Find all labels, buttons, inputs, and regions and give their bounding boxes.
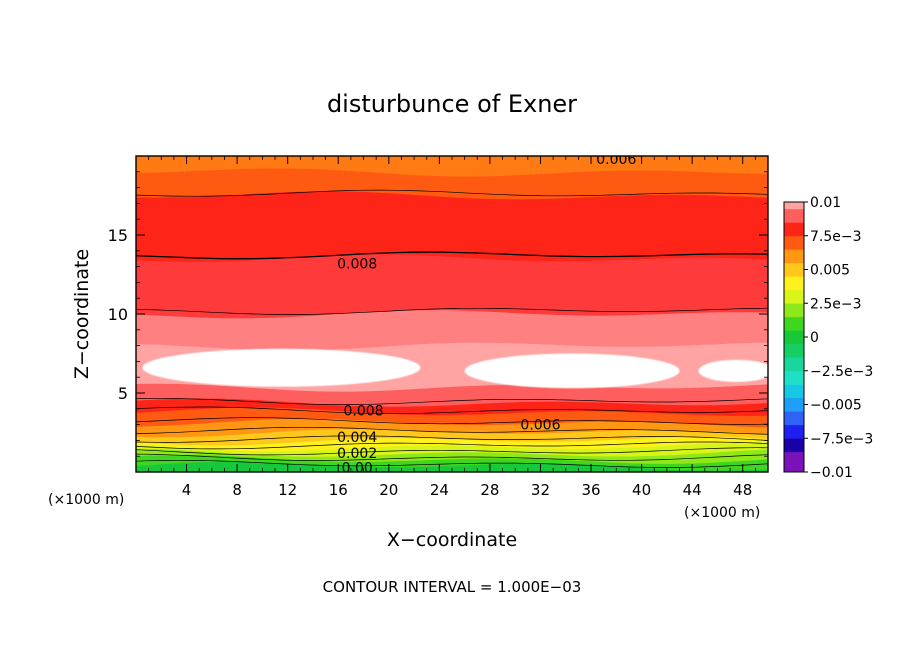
x-unit-right: (×1000 m) xyxy=(684,505,760,521)
contour-line xyxy=(136,435,768,443)
colorbar-swatch xyxy=(784,357,804,372)
colorbar-tick-label: −0.005 xyxy=(810,398,862,414)
colorbar: 0.01 7.5e−3 0.005 2.5e−3 0 −2.5e−3 −0.005 −7.5e… xyxy=(783,195,873,481)
x-axis-label: X−coordinate xyxy=(387,529,517,551)
y-tick-label: 15 xyxy=(108,226,128,245)
colorbar-ticks: 0.01 7.5e−3 0.005 2.5e−3 0 −2.5e−3 −0.005 −7.5e… xyxy=(804,195,873,481)
contour-label: 0.002 xyxy=(337,446,377,462)
colorbar-tick-label: −2.5e−3 xyxy=(810,364,873,380)
colorbar-swatch xyxy=(784,397,804,412)
colorbar-tick-label: −0.01 xyxy=(810,465,853,481)
colorbar-swatch xyxy=(784,384,804,399)
contour-label: 0.006 xyxy=(520,418,560,434)
contour-lines xyxy=(136,189,768,468)
chart-title: disturbunce of Exner xyxy=(327,90,577,118)
contour-label: 0.008 xyxy=(343,403,383,419)
contour-line xyxy=(136,447,768,456)
field-band xyxy=(136,190,768,262)
white-region xyxy=(142,348,421,387)
colorbar-swatch xyxy=(784,222,804,237)
colorbar-swatch xyxy=(784,208,804,223)
contour-label: 0.006 xyxy=(596,152,636,168)
contour-line xyxy=(136,251,768,260)
contour-line xyxy=(136,459,768,468)
colorbar-tick-label: −7.5e−3 xyxy=(810,431,873,447)
field-bands xyxy=(136,156,768,472)
colorbar-swatch xyxy=(784,289,804,304)
x-tick-label: 44 xyxy=(683,481,702,499)
colorbar-swatch xyxy=(784,202,804,210)
y-axis-ticks: 5 10 15 xyxy=(108,171,768,457)
contour-line xyxy=(136,426,768,435)
white-regions xyxy=(142,348,768,389)
contour-label: 0.004 xyxy=(337,430,377,446)
colorbar-tick-label: 0 xyxy=(810,330,819,346)
x-tick-label: 36 xyxy=(581,481,600,499)
contour-line xyxy=(136,397,768,405)
contour-label: 0.00 xyxy=(342,460,373,476)
contour-line xyxy=(136,307,768,315)
x-tick-label: 20 xyxy=(379,481,398,499)
white-region xyxy=(464,353,680,389)
colorbar-swatch xyxy=(784,370,804,385)
colorbar-swatch xyxy=(784,249,804,264)
contour-line xyxy=(136,417,768,425)
x-tick-label: 12 xyxy=(278,481,297,499)
colorbar-tick-label: 7.5e−3 xyxy=(810,229,862,245)
x-tick-label: 8 xyxy=(232,481,242,499)
y-axis-label: Z−coordinate xyxy=(71,249,93,379)
contour-line xyxy=(136,406,768,414)
x-unit-left: (×1000 m) xyxy=(48,492,124,508)
colorbar-swatch xyxy=(784,343,804,358)
contour-line xyxy=(136,453,768,461)
colorbar-swatch xyxy=(784,276,804,291)
colorbar-swatch xyxy=(784,235,804,250)
colorbar-swatch xyxy=(784,262,804,277)
colorbar-swatch xyxy=(784,411,804,426)
x-tick-label: 32 xyxy=(531,481,550,499)
y-tick-label: 10 xyxy=(108,305,128,324)
white-region xyxy=(698,359,768,382)
colorbar-tick-label: 2.5e−3 xyxy=(810,296,862,312)
x-tick-label: 24 xyxy=(430,481,449,499)
x-tick-label: 40 xyxy=(632,481,651,499)
colorbar-swatch xyxy=(784,303,804,318)
contour-interval-footer: CONTOUR INTERVAL = 1.000E−03 xyxy=(323,578,582,596)
contour-line xyxy=(136,441,768,450)
x-tick-label: 48 xyxy=(733,481,752,499)
colorbar-swatch xyxy=(784,438,804,453)
colorbar-swatch xyxy=(784,451,804,473)
x-tick-label: 28 xyxy=(480,481,499,499)
x-tick-label: 4 xyxy=(182,481,192,499)
colorbar-tick-label: 0.01 xyxy=(810,195,841,211)
field-band xyxy=(136,156,768,177)
contour-label: 0.008 xyxy=(337,256,377,272)
colorbar-swatch xyxy=(784,316,804,331)
colorbar-swatch xyxy=(784,330,804,345)
colorbar-swatch xyxy=(784,424,804,439)
colorbar-swatches xyxy=(784,202,804,473)
x-tick-label: 16 xyxy=(329,481,348,499)
x-axis-ticks: 4 8 12 16 20 24 28 32 36 40 44 48 xyxy=(148,156,756,499)
y-tick-label: 5 xyxy=(118,384,128,403)
colorbar-tick-label: 0.005 xyxy=(810,263,850,279)
contour-line xyxy=(136,189,768,197)
